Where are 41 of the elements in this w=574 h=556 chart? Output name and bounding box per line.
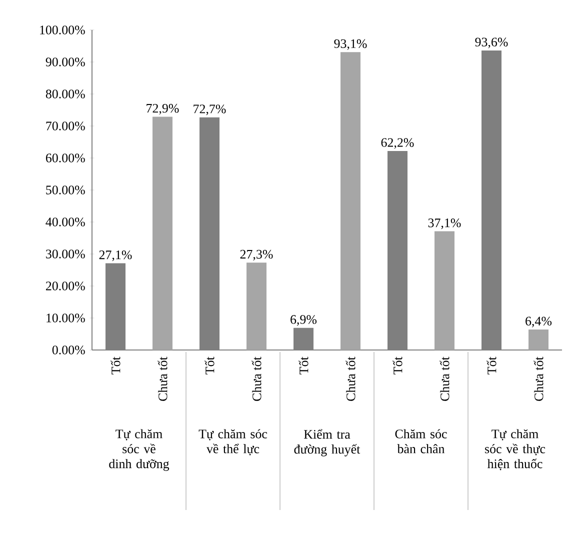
text: Tự chăm sóc về dinh dưỡng [109, 429, 170, 471]
data-label: 62,2% [381, 138, 414, 149]
data-label: 6,4% [526, 316, 552, 328]
data-label: 6,9% [290, 315, 317, 326]
y-tick-label: 100.00% [40, 26, 85, 34]
text: Chăm sóc bàn chân [395, 429, 447, 454]
x-tick-label: Tốt [486, 356, 496, 374]
bar [152, 116, 172, 350]
bar [528, 330, 548, 350]
y-tick-label: 20.00% [46, 282, 85, 290]
x-tick-label: Chưa tốt [440, 356, 450, 401]
y-tick-label: 50.00% [46, 186, 85, 194]
y-tick-label: 60.00% [46, 154, 85, 162]
data-label: 93,1% [334, 39, 367, 50]
x-tick-label: Chưa tốt [252, 356, 262, 401]
x-tick-label: Tốt [110, 356, 120, 374]
data-label: 72,9% [146, 104, 179, 115]
y-tick-label: 10.00% [46, 314, 85, 322]
text: Tự chăm sóc về thực hiện thuốc [485, 429, 546, 470]
text: Kiểm tra đường huyết [294, 429, 360, 456]
x-tick-label: Chưa tốt [158, 356, 168, 401]
bar [434, 231, 454, 350]
y-tick-label: 40.00% [46, 218, 85, 226]
x-tick-label: Chưa tốt [346, 356, 356, 401]
y-tick-label: 80.00% [46, 90, 85, 98]
data-label: 37,1% [428, 218, 461, 230]
x-tick-label: Tốt [392, 356, 402, 374]
bar [340, 52, 360, 350]
y-tick-label: 0.00% [52, 346, 85, 354]
data-label: 27,1% [99, 250, 132, 262]
x-tick-label: Tốt [204, 356, 214, 374]
data-label: 93,6% [475, 38, 508, 48]
x-tick-label: Chưa tốt [534, 356, 544, 401]
data-label: 72,7% [194, 104, 226, 116]
x-tick-label: Tốt [298, 356, 308, 374]
bar [246, 262, 266, 350]
y-tick-label: 30.00% [46, 250, 85, 258]
y-tick-label: 70.00% [46, 122, 85, 130]
text: Tự chăm sóc về thể lực [198, 429, 268, 456]
y-tick-label: 90.00% [46, 58, 85, 66]
data-label: 27,3% [240, 250, 273, 260]
